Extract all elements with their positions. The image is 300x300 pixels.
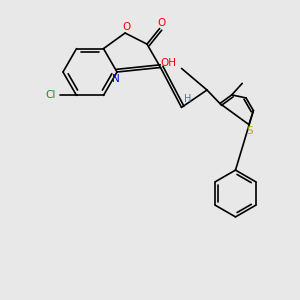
Text: N: N <box>112 74 119 85</box>
Text: H: H <box>184 94 191 104</box>
Text: OH: OH <box>160 58 176 68</box>
Text: Cl: Cl <box>45 90 56 100</box>
Text: S: S <box>246 126 253 136</box>
Text: O: O <box>122 22 131 32</box>
Text: O: O <box>157 18 165 28</box>
